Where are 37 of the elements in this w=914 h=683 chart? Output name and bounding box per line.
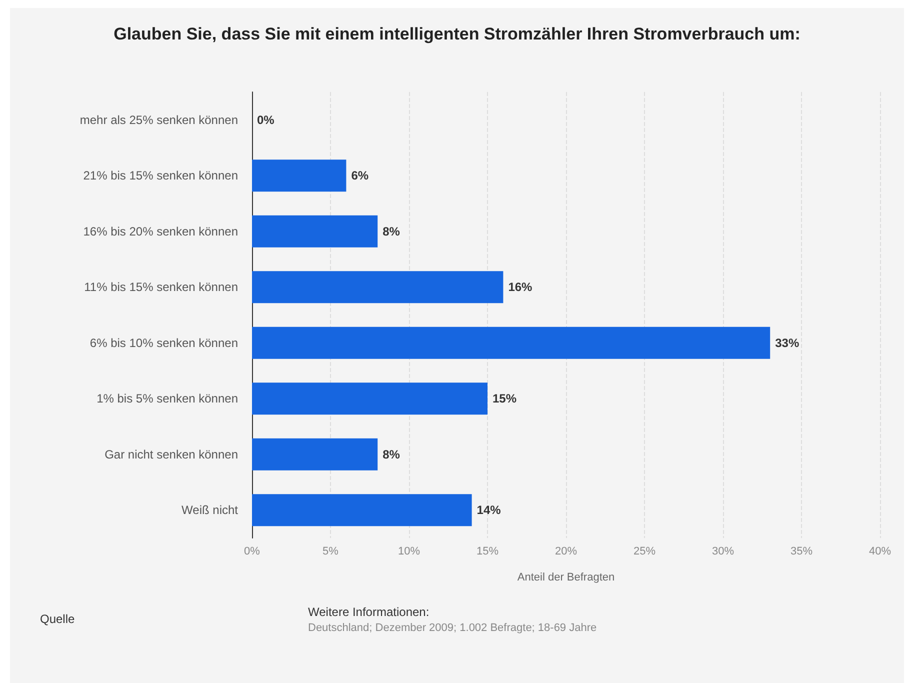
data-label: 16% <box>508 280 533 294</box>
bar <box>252 160 346 192</box>
y-tick-label: 11% bis 15% senken können <box>84 280 238 294</box>
x-tick-label: 5% <box>322 546 339 558</box>
y-tick-label: 6% bis 10% senken können <box>90 336 238 350</box>
x-axis-title: Anteil der Befragten <box>517 572 615 584</box>
data-label: 14% <box>476 503 502 518</box>
x-tick-label: 0% <box>244 546 260 558</box>
data-label: 33% <box>775 336 800 350</box>
x-tick-label: 40% <box>868 546 892 558</box>
text: Deutschland; Dezember 2009; 1.002 Befragte; 18-69 Jahre <box>308 622 597 634</box>
bar <box>252 382 488 415</box>
bar <box>252 326 770 359</box>
bar <box>252 215 378 248</box>
x-tick-label: 20% <box>554 546 578 558</box>
data-label: 15% <box>492 392 517 406</box>
y-tick-label: 16% bis 20% senken können <box>83 224 238 238</box>
x-tick-label: 10% <box>398 546 420 558</box>
bar <box>252 271 504 304</box>
y-tick-label: 21% bis 15% senken können <box>83 168 238 183</box>
bar <box>252 494 472 526</box>
x-tick-label: 15% <box>476 546 499 558</box>
data-label: 8% <box>382 447 400 462</box>
data-label: 6% <box>351 168 369 183</box>
x-tick-label: 25% <box>633 546 656 558</box>
y-tick-label: mehr als 25% senken können <box>80 112 238 127</box>
y-tick-label: 1% bis 5% senken können <box>96 392 238 406</box>
y-tick-label: Weiß nicht <box>182 503 239 518</box>
bar <box>252 438 378 470</box>
text: Weitere Informationen: <box>308 605 430 619</box>
chart-title: Glauben Sie, dass Sie mit einem intelligenten Stromzähler Ihren Stromverbrauch um: <box>114 24 800 44</box>
data-label: 0% <box>257 112 275 127</box>
text: Quelle <box>40 612 75 626</box>
x-tick-label: 35% <box>790 546 813 558</box>
data-label: 8% <box>382 224 400 238</box>
x-tick-label: 30% <box>712 546 734 558</box>
y-tick-label: Gar nicht senken können <box>104 447 238 462</box>
